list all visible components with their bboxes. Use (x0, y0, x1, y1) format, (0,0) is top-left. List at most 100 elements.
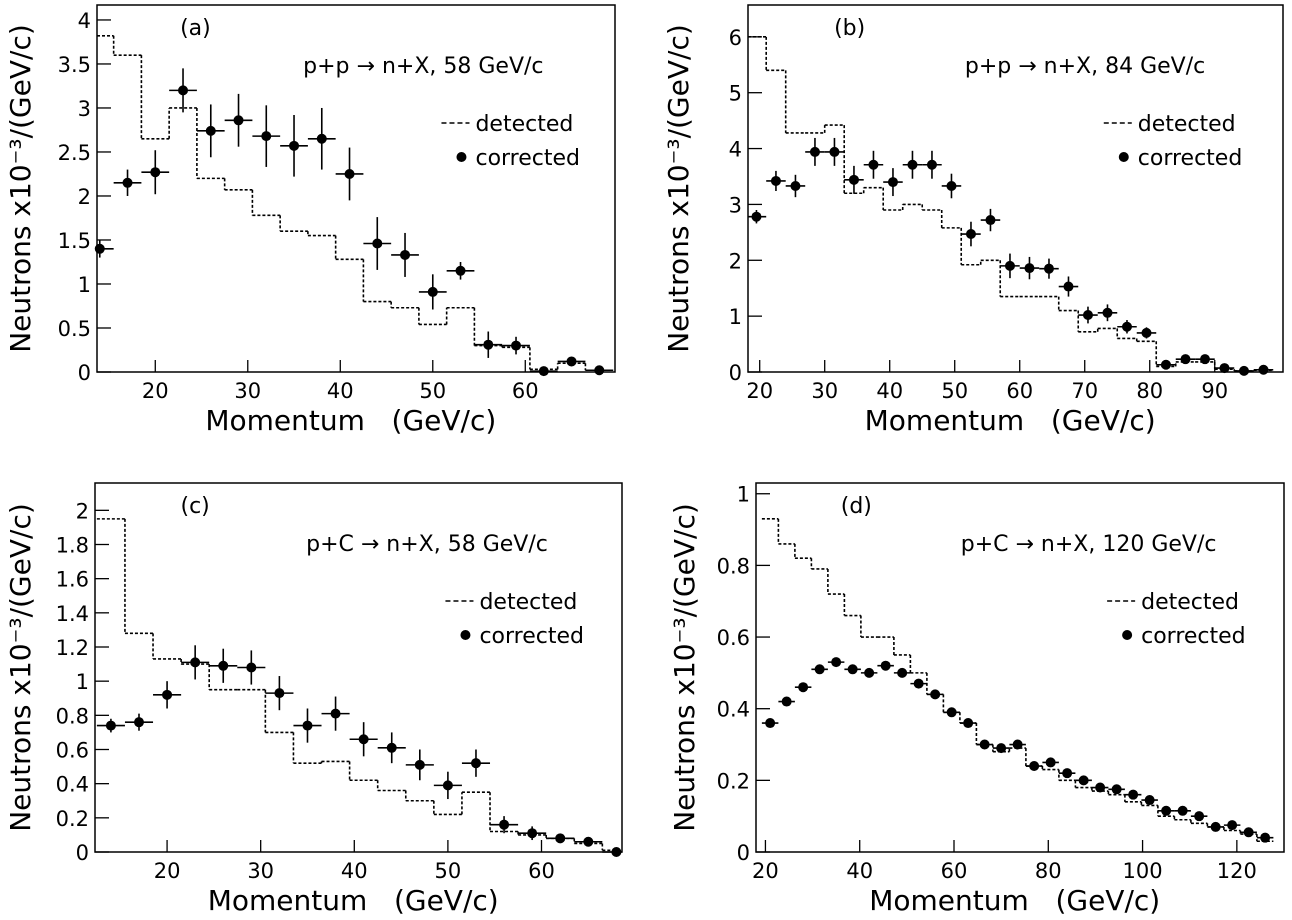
y-tick-label: 0.4 (56, 773, 89, 797)
y-tick-label: 2 (76, 499, 89, 523)
x-axis-title: Momentum (GeV/c) (865, 404, 1156, 437)
x-tick-label: 30 (234, 379, 261, 403)
legend-label: detected (475, 112, 573, 137)
data-point (483, 339, 494, 350)
data-point (386, 742, 397, 753)
data-point (1199, 354, 1210, 365)
y-tick-label: 2 (729, 249, 742, 273)
y-tick-label: 1.6 (56, 568, 89, 592)
data-point (400, 249, 411, 260)
data-point (611, 847, 622, 857)
x-tick-label: 80 (1035, 859, 1062, 883)
data-point (1128, 789, 1139, 800)
plot-frame (94, 482, 623, 853)
data-point (1111, 784, 1122, 795)
data-point (190, 657, 201, 668)
data-point (105, 720, 116, 731)
plot-frame (755, 482, 1285, 853)
panel: 0 0.2 0.4 0.6 0.8 1 1.2 1.4 1.6 1.8 2 20 30 40 50 60 Mom… (4, 482, 623, 917)
data-point (455, 265, 466, 276)
data-point (751, 211, 762, 222)
data-point (566, 356, 577, 367)
y-tick-label: 6 (729, 26, 742, 50)
reaction-annotation: p+C → n+X, 120 GeV/c (961, 532, 1217, 557)
data-point (1161, 805, 1172, 816)
x-tick-label: 30 (247, 859, 274, 883)
x-tick-label: 20 (752, 859, 779, 883)
y-tick-label: 0 (76, 841, 89, 865)
x-tick-label: 40 (341, 859, 368, 883)
data-point (358, 734, 369, 745)
x-tick-label: 20 (142, 379, 169, 403)
data-point (790, 180, 801, 191)
data-point (527, 828, 538, 839)
x-tick-label: 70 (1071, 379, 1098, 403)
x-axis-title: Momentum (GeV/c) (869, 884, 1160, 917)
y-tick-label: 3.5 (58, 53, 91, 77)
x-tick-label: 20 (746, 379, 773, 403)
data-point (946, 707, 957, 718)
data-point (930, 689, 941, 700)
data-point (122, 177, 133, 188)
data-point (583, 836, 594, 847)
data-point (979, 739, 990, 750)
y-tick-label: 0.5 (58, 317, 91, 341)
data-point (499, 819, 510, 830)
y-tick-label: 0 (729, 361, 742, 385)
data-point (344, 168, 355, 179)
data-point (538, 366, 549, 377)
data-point (274, 688, 285, 699)
y-tick-label: 1.5 (58, 229, 91, 253)
data-point (1238, 365, 1249, 376)
y-tick-label: 0 (737, 841, 750, 865)
data-point (985, 215, 996, 226)
data-point (996, 743, 1007, 754)
data-point (897, 667, 908, 678)
y-tick-label: 3 (78, 97, 91, 121)
data-point (1141, 327, 1152, 338)
y-tick-label: 5 (729, 82, 742, 106)
data-point (1004, 260, 1015, 271)
x-tick-label: 50 (941, 379, 968, 403)
data-point (1260, 832, 1271, 843)
data-point (831, 657, 842, 668)
data-point (1243, 827, 1254, 838)
data-point (946, 180, 957, 191)
legend-swatch (456, 152, 467, 162)
data-point (765, 718, 776, 729)
x-axis-title: Momentum (GeV/c) (205, 404, 496, 437)
data-point (907, 159, 918, 170)
y-tick-label: 0.6 (717, 626, 750, 650)
y-tick-label: 0.8 (717, 554, 750, 578)
panel-label: (c) (180, 494, 209, 519)
y-tick-label: 0.6 (56, 739, 89, 763)
data-point (233, 115, 244, 126)
x-tick-label: 80 (1136, 379, 1163, 403)
data-point (864, 667, 875, 678)
x-tick-label: 20 (154, 859, 181, 883)
legend-swatch (1122, 630, 1133, 640)
data-point (427, 286, 438, 297)
x-axis-title: Momentum (GeV/c) (208, 884, 499, 917)
x-tick-label: 120 (1217, 859, 1257, 883)
x-tick-label: 50 (435, 859, 462, 883)
data-point (798, 682, 809, 693)
data-point (150, 167, 161, 178)
y-tick-label: 1.2 (56, 636, 89, 660)
y-tick-label: 0.8 (56, 704, 89, 728)
y-tick-label: 4 (78, 9, 91, 33)
panel: 0 1 2 3 4 5 6 20 30 40 50 60 70 80 90 Momentum (GeV/c) N… (662, 4, 1284, 437)
x-tick-label: 60 (512, 379, 539, 403)
y-tick-label: 3 (729, 193, 742, 217)
data-point (594, 365, 605, 376)
data-point (1078, 775, 1089, 786)
legend-label: corrected (1141, 624, 1246, 649)
data-point (205, 125, 216, 136)
data-point (372, 238, 383, 249)
data-point (1102, 307, 1113, 318)
plot-frame (747, 4, 1284, 373)
data-point (1062, 768, 1073, 779)
y-tick-label: 2 (78, 185, 91, 209)
data-point (1121, 321, 1132, 332)
